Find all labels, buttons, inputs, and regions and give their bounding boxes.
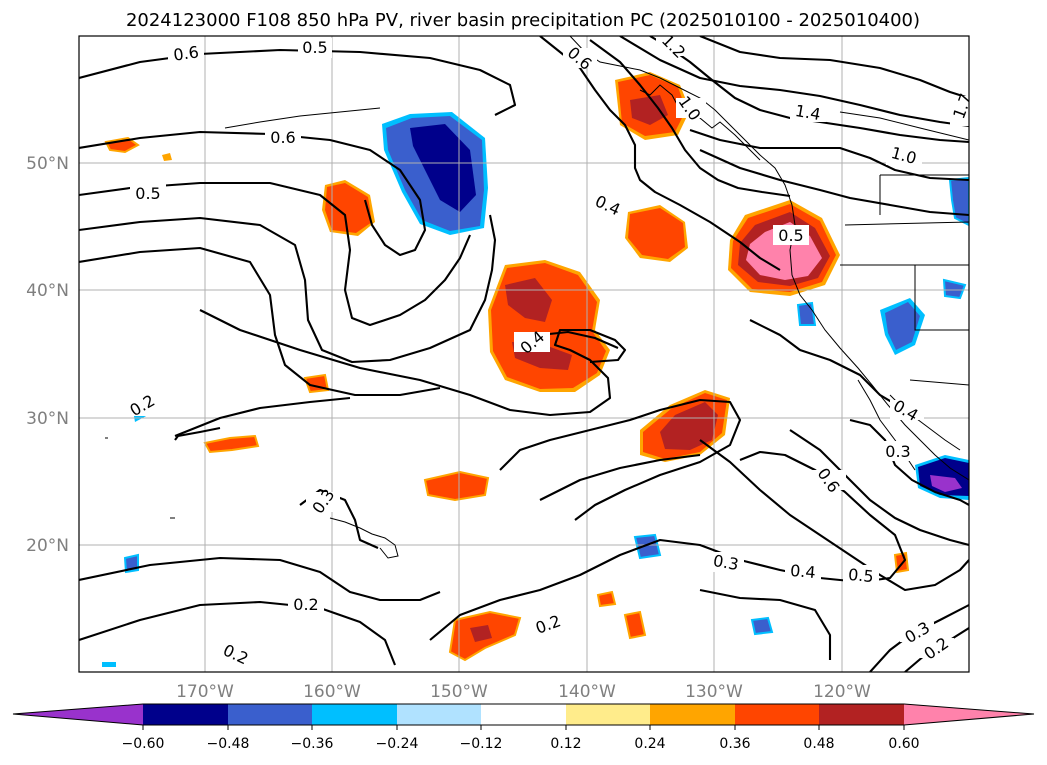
contour-label-17: 0.2	[530, 611, 566, 638]
colorbar-bin-7	[650, 704, 735, 725]
colorbar-bin-6	[566, 704, 650, 725]
svg-text:1.7: 1.7	[949, 91, 976, 121]
longitude-labels: 170°W 160°W 150°W 140°W 130°W 120°W	[176, 682, 871, 702]
contour-label-11: 0.5	[773, 225, 809, 245]
colorbar-tick-1: −0.60	[122, 736, 165, 752]
lon-label-130w: 130°W	[685, 682, 743, 702]
lon-label-170w: 170°W	[176, 682, 234, 702]
colorbar-min-extension	[13, 704, 143, 725]
lat-label-50n: 50°N	[26, 154, 69, 174]
colorbar-tick-5: −0.12	[460, 736, 503, 752]
contour-label-4: 0.5	[130, 184, 166, 204]
colorbar-bin-4	[397, 704, 481, 725]
contour-label-2: 0.5	[298, 38, 332, 58]
colorbar-tick-6: 0.12	[550, 736, 581, 752]
colorbar-tick-10: 0.60	[888, 736, 919, 752]
contour-label-26: 1.7	[949, 91, 976, 126]
map-border	[78, 35, 970, 673]
lon-label-120w: 120°W	[813, 682, 871, 702]
contour-label-7: 1.0	[886, 143, 922, 168]
contour-label-1: 0.6	[168, 42, 204, 65]
lat-label-30n: 30°N	[26, 409, 69, 429]
contour-label-19: 0.4	[785, 561, 821, 582]
lat-label-20n: 20°N	[26, 536, 69, 556]
colorbar: −0.60 −0.48 −0.36 −0.24 −0.12 0.12 0.24 …	[12, 703, 1035, 752]
colorbar-tick-7: 0.24	[634, 736, 665, 752]
contour-label-23: 0.3	[882, 441, 916, 461]
colorbar-tick-3: −0.36	[291, 736, 334, 752]
lon-label-150w: 150°W	[430, 682, 488, 702]
colorbar-tick-9: 0.48	[803, 736, 834, 752]
contour-label-15: 0.2	[288, 595, 324, 615]
colorbar-bin-1	[143, 704, 228, 725]
contour-label-18: 0.3	[708, 551, 744, 574]
contour-label-10: 0.4	[590, 191, 626, 219]
lon-label-160w: 160°W	[303, 682, 361, 702]
map-title: 2024123000 F108 850 hPa PV, river basin …	[126, 10, 920, 31]
colorbar-tick-8: 0.36	[719, 736, 750, 752]
colorbar-tick-2: −0.48	[207, 736, 250, 752]
latitude-labels: 50°N 40°N 30°N 20°N	[26, 154, 69, 556]
colorbar-tick-4: −0.24	[376, 736, 419, 752]
contour-label-3: 0.6	[265, 127, 301, 147]
contour-label-20: 0.5	[843, 565, 879, 586]
svg-text:0.2: 0.2	[293, 595, 318, 614]
colorbar-bin-9	[819, 704, 904, 725]
contour-label-6: 1.4	[790, 101, 826, 124]
svg-text:0.4: 0.4	[789, 561, 816, 582]
colorbar-bin-3	[312, 704, 397, 725]
svg-text:0.5: 0.5	[302, 38, 327, 57]
map-panel: 0.6 0.5 0.6 0.5 1.2 1.4 1.0 1.0 0.6 0.4 …	[78, 35, 976, 673]
svg-text:0.5: 0.5	[847, 565, 874, 586]
colorbar-bin-2	[228, 704, 312, 725]
colorbar-max-extension	[904, 704, 1034, 725]
contour-label-16: 0.2	[218, 640, 254, 668]
colorbar-bin-8	[735, 704, 819, 725]
lat-label-40n: 40°N	[26, 281, 69, 301]
svg-text:1.4: 1.4	[794, 101, 822, 124]
lon-label-140w: 140°W	[558, 682, 616, 702]
svg-text:0.3: 0.3	[712, 551, 740, 574]
svg-text:0.5: 0.5	[135, 184, 160, 203]
svg-text:0.5: 0.5	[778, 226, 803, 245]
svg-text:0.3: 0.3	[885, 442, 910, 461]
colorbar-bin-5	[481, 704, 566, 725]
svg-text:0.6: 0.6	[270, 128, 295, 147]
svg-text:0.6: 0.6	[172, 42, 200, 64]
